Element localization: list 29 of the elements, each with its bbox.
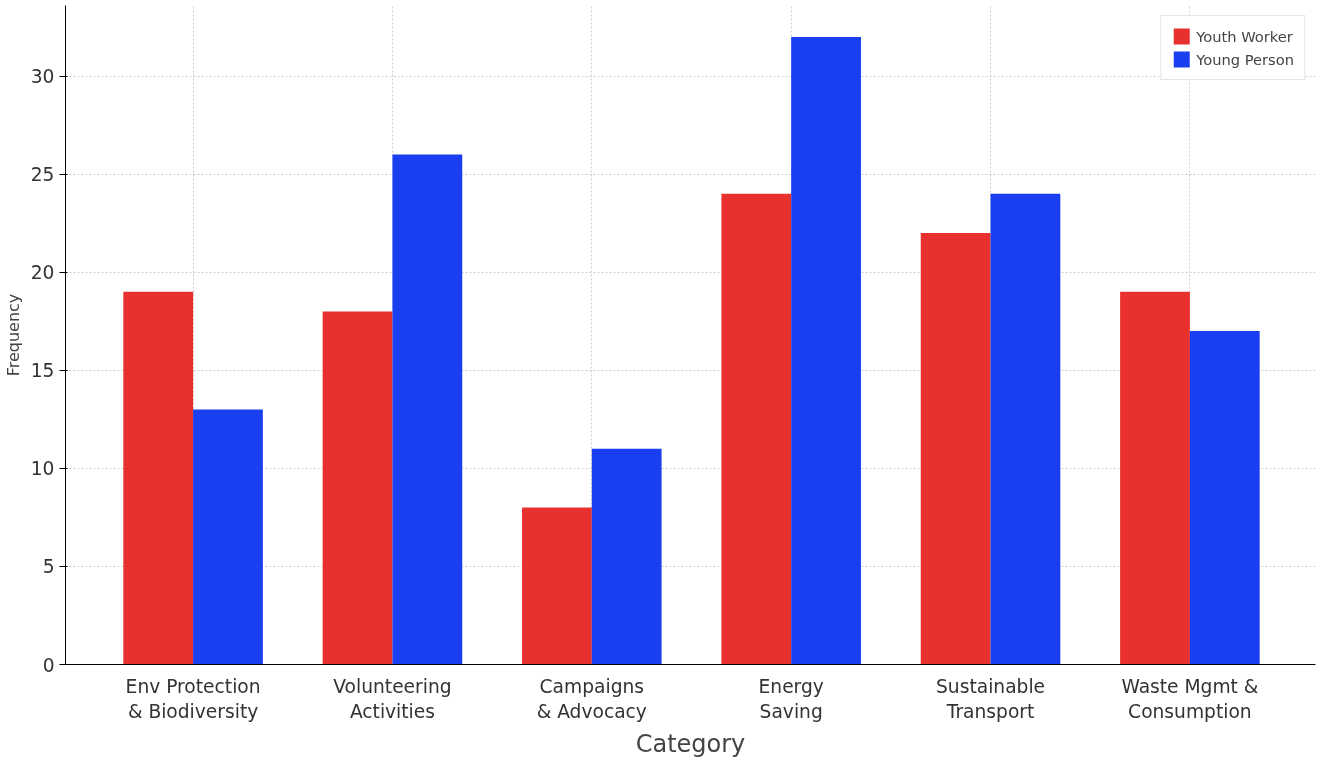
bar <box>1189 331 1260 665</box>
bar <box>322 311 393 665</box>
bar <box>920 233 991 665</box>
bar <box>791 36 861 665</box>
bar <box>990 193 1061 665</box>
bar <box>392 154 463 665</box>
bar <box>591 448 662 665</box>
x-tick-label: Energy Saving <box>758 675 824 722</box>
bar <box>522 507 592 665</box>
x-tick-label: Volunteering Activities <box>333 675 452 722</box>
y-tick-label: 10 <box>30 458 55 480</box>
bar <box>123 291 194 665</box>
x-tick-label: Sustainable Transport <box>936 675 1046 722</box>
y-tick-label: 0 <box>42 654 55 676</box>
y-axis-title: Frequency <box>3 293 23 377</box>
x-tick-label: Campaigns & Advocacy <box>536 675 647 722</box>
x-tick-label: Env Protection & Biodiversity <box>125 675 261 722</box>
bar <box>193 409 263 665</box>
y-tick-label: 25 <box>30 164 55 186</box>
legend-label: Youth Worker <box>1196 27 1293 45</box>
y-tick-label: 20 <box>30 262 55 284</box>
x-tick-label: Waste Mgmt & Consumption <box>1121 675 1259 722</box>
x-axis-title: Category <box>635 729 746 758</box>
bar <box>721 193 792 665</box>
bar <box>1120 291 1190 665</box>
y-tick-label: 15 <box>30 360 55 382</box>
y-tick-label: 5 <box>42 556 55 578</box>
legend-label: Young Person <box>1196 50 1294 68</box>
y-tick-label: 30 <box>30 66 55 88</box>
